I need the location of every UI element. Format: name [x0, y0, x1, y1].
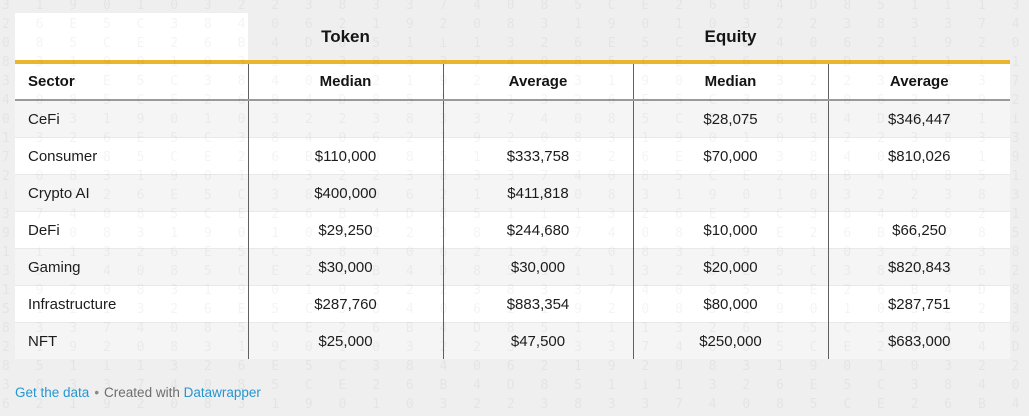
cell-equity-median: $10,000 — [632, 211, 828, 249]
cell-equity-median: $80,000 — [632, 285, 828, 323]
cell-equity-median — [632, 174, 828, 212]
cell-token-average: $333,758 — [442, 137, 633, 175]
cell-token-median: $25,000 — [247, 322, 443, 359]
cell-equity-average: $346,447 — [827, 99, 1010, 138]
cell-equity-median: $70,000 — [632, 137, 828, 175]
cell-sector: Crypto AI — [15, 174, 248, 212]
get-the-data-link[interactable]: Get the data — [15, 385, 90, 400]
cell-equity-average: $66,250 — [827, 211, 1010, 249]
cell-token-median: $287,760 — [247, 285, 443, 323]
cell-equity-median: $20,000 — [632, 248, 828, 286]
group-header-token: Token — [248, 13, 443, 64]
cell-token-average: $244,680 — [442, 211, 633, 249]
cell-sector: Gaming — [15, 248, 248, 286]
cell-token-average: $47,500 — [442, 322, 633, 359]
table-row-consumer: Consumer $110,000 $333,758 $70,000 $810,… — [15, 137, 1010, 175]
column-header-row: Sector Median Average Median Average — [15, 62, 1010, 101]
group-header-equity: Equity — [633, 13, 828, 64]
cell-equity-average: $810,026 — [827, 137, 1010, 175]
group-header-token-spacer — [443, 13, 633, 64]
cell-token-median: $400,000 — [247, 174, 443, 212]
cell-sector: Infrastructure — [15, 285, 248, 323]
cell-token-median — [247, 99, 443, 138]
corner-cell — [15, 13, 248, 64]
footer-separator: • — [94, 385, 100, 400]
cell-sector: Consumer — [15, 137, 248, 175]
table-row-defi: DeFi $29,250 $244,680 $10,000 $66,250 — [15, 211, 1010, 249]
header-sector: Sector — [15, 62, 248, 101]
header-equity-median: Median — [632, 62, 828, 101]
cell-token-median: $30,000 — [247, 248, 443, 286]
table-row-crypto-ai: Crypto AI $400,000 $411,818 — [15, 174, 1010, 212]
cell-token-average: $411,818 — [442, 174, 633, 212]
chart-footer: Get the data • Created with Datawrapper — [15, 385, 261, 400]
header-token-median: Median — [247, 62, 443, 101]
cell-equity-median: $250,000 — [632, 322, 828, 359]
header-token-average: Average — [442, 62, 633, 101]
cell-equity-average: $683,000 — [827, 322, 1010, 359]
table-container: Token Equity Sector Median Average Media… — [15, 13, 1010, 359]
cell-sector: NFT — [15, 322, 248, 359]
cell-equity-average: $820,843 — [827, 248, 1010, 286]
table-row-cefi: CeFi $28,075 $346,447 — [15, 99, 1010, 138]
table-row-infrastructure: Infrastructure $287,760 $883,354 $80,000… — [15, 285, 1010, 323]
cell-equity-median: $28,075 — [632, 99, 828, 138]
cell-token-average: $30,000 — [442, 248, 633, 286]
group-header-equity-spacer — [828, 13, 1010, 64]
cell-token-median: $110,000 — [247, 137, 443, 175]
table-row-gaming: Gaming $30,000 $30,000 $20,000 $820,843 — [15, 248, 1010, 286]
datawrapper-link[interactable]: Datawrapper — [183, 385, 261, 400]
data-table: Token Equity Sector Median Average Media… — [15, 13, 1010, 359]
column-group-header-row: Token Equity — [15, 13, 1010, 64]
header-equity-average: Average — [827, 62, 1010, 101]
cell-sector: CeFi — [15, 99, 248, 138]
cell-token-average — [442, 99, 633, 138]
cell-sector: DeFi — [15, 211, 248, 249]
cell-equity-average — [827, 174, 1010, 212]
cell-token-median: $29,250 — [247, 211, 443, 249]
cell-token-average: $883,354 — [442, 285, 633, 323]
created-with-text: Created with — [104, 385, 180, 400]
cell-equity-average: $287,751 — [827, 285, 1010, 323]
table-row-nft: NFT $25,000 $47,500 $250,000 $683,000 — [15, 322, 1010, 359]
